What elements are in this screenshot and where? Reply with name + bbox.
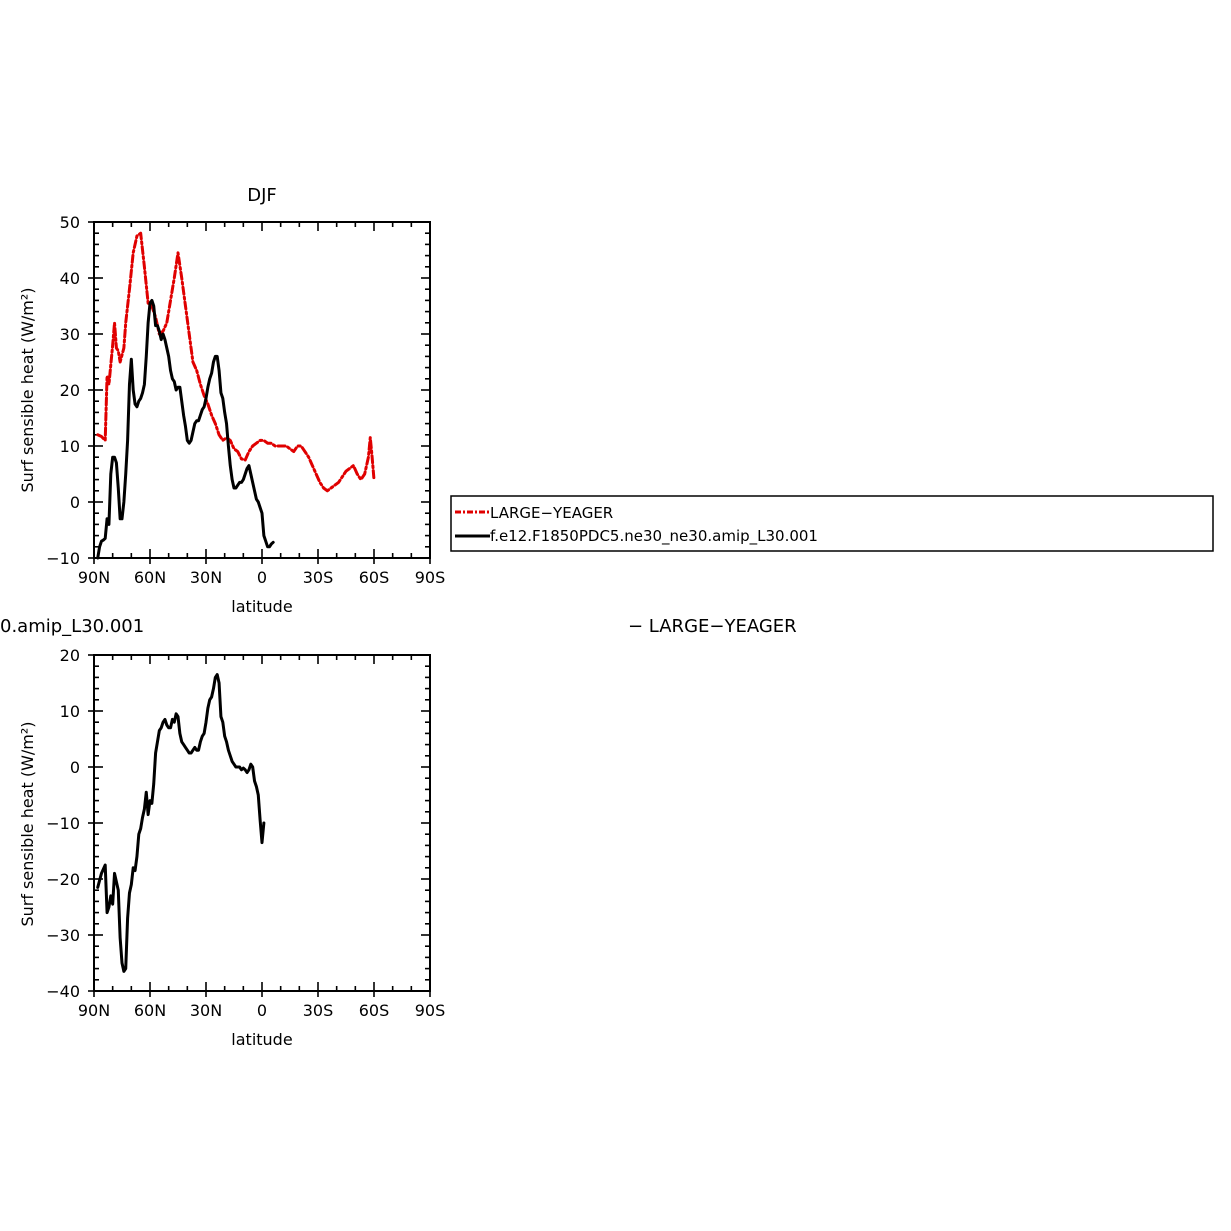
y-axis-label: Surf sensible heat (W/m²) [18,287,37,492]
x-tick-label: 30N [190,568,222,587]
x-tick-label: 60N [134,568,166,587]
y-tick-label: −10 [46,549,80,568]
y-tick-label: 10 [60,437,80,456]
y-tick-label: 40 [60,269,80,288]
x-tick-label: 30S [303,568,334,587]
legend-label-large-yeager: LARGE−YEAGER [490,504,613,522]
x-tick-label: 90S [415,1001,446,1020]
axes-ticks: 90N 60N 30N 0 30S 60S 90S −10 0 10 20 30 40 50 [46,213,445,587]
x-tick-label: 60N [134,1001,166,1020]
y-tick-label: 0 [70,758,80,777]
x-tick-label: 30N [190,1001,222,1020]
legend-box [450,495,1214,552]
axes-ticks: 90N 60N 30N 0 30S 60S 90S −40 −30 −20 −10 0 10 20 [46,646,445,1020]
chart-panel-djf: DJF Surf sensible heat (W/m²) latitude 9… [18,185,445,616]
x-tick-label: 0 [257,568,267,587]
plot-area [96,673,266,973]
x-axis-label: latitude [231,1030,292,1049]
series-line-model [96,673,266,973]
x-tick-label: 30S [303,1001,334,1020]
x-tick-label: 60S [359,1001,390,1020]
y-tick-label: −30 [46,926,80,945]
chart-panel-difference: 0.amip_L30.001 − LARGE−YEAGER Surf sensi… [0,616,797,1049]
y-tick-label: −40 [46,982,80,1001]
y-tick-label: 20 [60,381,80,400]
y-tick-label: 30 [60,325,80,344]
series-line-model [96,298,275,560]
x-tick-label: 90N [78,568,110,587]
plot-frame [93,221,431,559]
chart-title-left: 0.amip_L30.001 [0,616,144,637]
x-axis-label: latitude [231,597,292,616]
y-tick-label: 10 [60,702,80,721]
legend-label-model: f.e12.F1850PDC5.ne30_ne30.amip_L30.001 [490,527,818,546]
series-line-large-yeager [96,231,376,493]
chart-title: DJF [247,185,277,206]
y-tick-label: 20 [60,646,80,665]
chart-title-right: − LARGE−YEAGER [628,616,797,637]
y-axis-label: Surf sensible heat (W/m²) [18,721,37,926]
x-tick-label: 60S [359,568,390,587]
y-tick-label: 0 [70,493,80,512]
y-tick-label: −10 [46,814,80,833]
x-tick-label: 90N [78,1001,110,1020]
legend: LARGE−YEAGER f.e12.F1850PDC5.ne30_ne30.a… [450,495,1214,552]
plot-frame [93,654,431,992]
plot-area [96,231,376,560]
x-tick-label: 90S [415,568,446,587]
x-tick-label: 0 [257,1001,267,1020]
y-tick-label: 50 [60,213,80,232]
y-tick-label: −20 [46,870,80,889]
